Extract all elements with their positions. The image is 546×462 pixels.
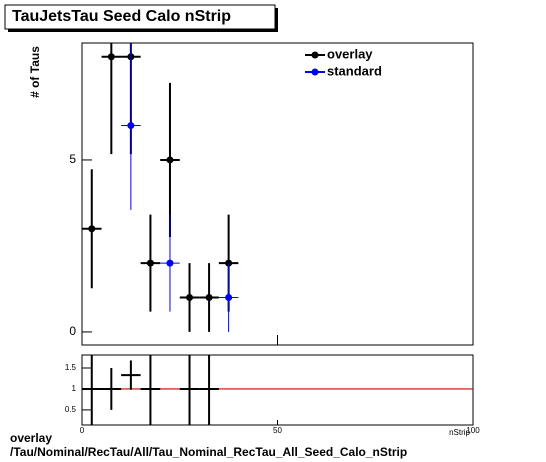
y-axis-label: # of Taus [28,46,42,98]
legend-label: standard [327,63,382,78]
footer-path: /Tau/Nominal/RecTau/All/Tau_Nominal_RecT… [10,445,407,459]
marker [186,294,194,302]
legend-marker [311,51,319,59]
y-tick-label: 1.5 [65,363,77,372]
legend-marker [311,68,319,76]
y-tick-label: 0.5 [65,405,77,414]
x-tick-label: 0 [80,426,85,435]
title-box [4,4,276,30]
footer-label: overlay [10,431,52,445]
marker [166,259,174,267]
y-tick-label: 5 [69,152,76,166]
marker [146,259,154,267]
marker [225,294,233,302]
marker [88,225,96,233]
legend-label: overlay [327,46,373,61]
marker [205,294,213,302]
y-tick-label: 0 [69,324,76,338]
ratio-frame [81,354,474,426]
plot [82,43,239,332]
frame [81,42,474,346]
title: TauJetsTau Seed Calo nStrip [12,8,231,25]
marker [107,53,115,61]
title-shadow [8,29,278,32]
title-shadow [275,8,278,32]
marker [166,156,174,164]
marker [127,122,135,130]
x-axis-label: nStrip [449,428,470,437]
x-tick-label: 50 [273,426,282,435]
x-tick-label: 100 [466,426,480,435]
y-tick-label: 1 [72,384,77,393]
